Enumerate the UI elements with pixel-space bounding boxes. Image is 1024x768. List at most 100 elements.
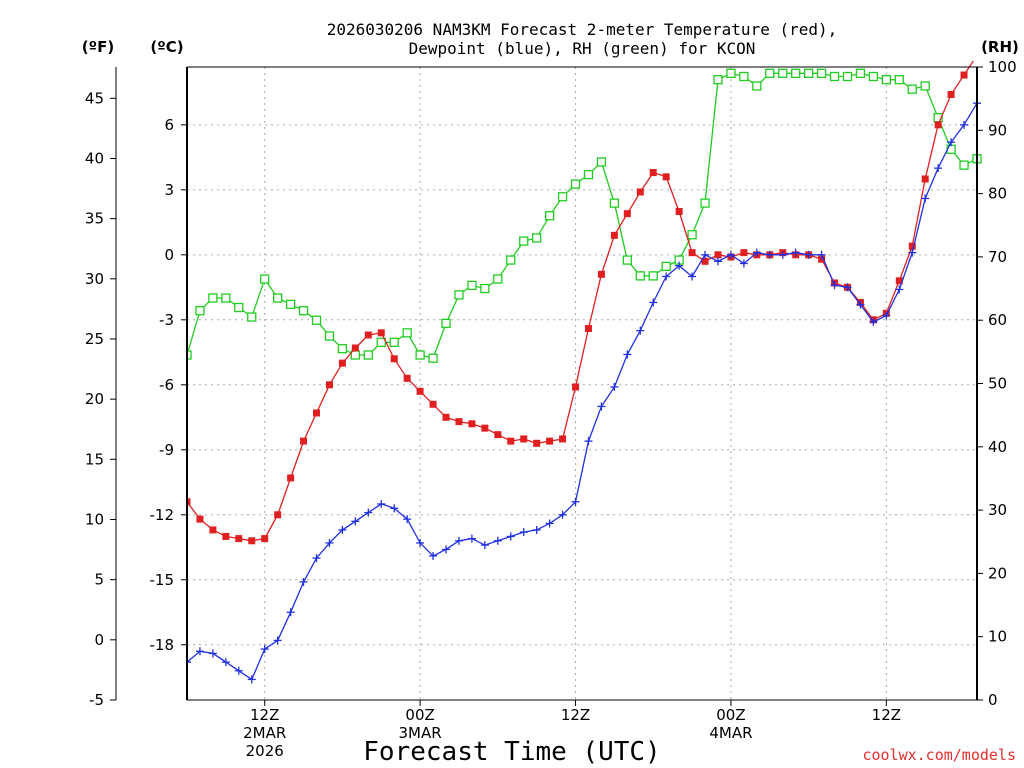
rh-point (363, 350, 373, 360)
rh-point (480, 283, 490, 294)
rh-point (195, 306, 205, 316)
dewpoint-point (908, 248, 917, 257)
rh-point (622, 255, 632, 265)
dewpoint-point (765, 250, 774, 259)
temperature-point (559, 435, 567, 443)
temperature-point (675, 207, 683, 215)
rh-tick-label: 40 (988, 438, 1007, 456)
rh-tick-label: 80 (988, 185, 1007, 203)
rh-point (247, 312, 257, 322)
x-tick-label: 4MAR (709, 724, 752, 742)
temperature-point (442, 413, 450, 421)
rh-point (493, 274, 503, 284)
fahrenheit-tick-label: 40 (85, 149, 104, 167)
celsius-tick-label: -3 (159, 311, 174, 329)
axes (110, 66, 983, 706)
rh-unit-label: (RH) (981, 38, 1019, 56)
fahrenheit-tick-label: 35 (85, 210, 104, 228)
rh-tick-label: 70 (988, 248, 1007, 266)
chart-title-line2: Dewpoint (blue), RH (green) for KCON (409, 39, 756, 58)
dewpoint-point (856, 300, 865, 309)
temperature-point (584, 324, 592, 332)
rh-tick-label: 20 (988, 564, 1007, 582)
temperature-point (533, 439, 541, 447)
rh-point (441, 318, 451, 329)
temperature-point (313, 409, 321, 417)
x-tick-label: 12Z (561, 706, 590, 724)
temperature-point (196, 515, 204, 523)
dewpoint-point (675, 261, 684, 270)
series-line (187, 61, 975, 542)
dewpoint-point (895, 285, 904, 294)
temperature-point (597, 270, 605, 278)
celsius-tick-label: -15 (150, 571, 175, 589)
temperature-point (364, 331, 372, 339)
series-line (187, 102, 978, 681)
dewpoint-point (442, 545, 451, 554)
dewpoint-point (726, 250, 735, 259)
dewpoint-point (260, 645, 269, 654)
rh-point (816, 68, 827, 78)
rh-point (454, 290, 464, 300)
rh-point (298, 306, 309, 316)
temperature-point (520, 435, 528, 443)
temperature-point (287, 474, 295, 482)
dewpoint-point (804, 250, 813, 259)
rh-point (907, 84, 917, 94)
temperature-point (546, 437, 554, 445)
x-axis-label: Forecast Time (UTC) (363, 737, 660, 767)
rh-point (557, 192, 568, 202)
temperature-point (921, 175, 929, 183)
temperature-point (222, 532, 230, 540)
rh-tick-label: 60 (988, 311, 1007, 329)
dewpoint-point (817, 250, 826, 259)
rh-point (661, 261, 671, 272)
temperature-point (688, 249, 696, 257)
dewpoint-point (403, 515, 412, 524)
dewpoint-point (312, 554, 321, 563)
rh-tick-label: 100 (988, 58, 1017, 76)
temperature-point (662, 173, 670, 181)
fahrenheit-tick-label: -5 (89, 691, 104, 709)
chart-title-line1: 2026030206 NAM3KM Forecast 2-meter Tempe… (327, 20, 838, 39)
x-tick-label: 00Z (716, 706, 745, 724)
temperature-point (187, 498, 191, 506)
rh-point (855, 68, 866, 78)
dewpoint-point (364, 508, 373, 517)
rh-point (609, 198, 620, 208)
dewpoint-point (234, 666, 243, 675)
temperature-point (403, 374, 411, 382)
temperature-point (908, 242, 916, 250)
temperature-point (377, 329, 385, 337)
rh-point (791, 68, 801, 78)
rh-point (726, 68, 736, 78)
rh-point (648, 271, 658, 281)
celsius-tick-label: -18 (150, 636, 175, 654)
dewpoint-point (597, 402, 606, 411)
temperature-point (740, 249, 748, 257)
rh-point (260, 274, 270, 284)
dewpoint-point (662, 272, 671, 281)
fahrenheit-tick-label: 0 (94, 631, 104, 649)
dewpoint-point (532, 525, 541, 534)
fahrenheit-tick-label: 20 (85, 390, 104, 408)
temperature-point (572, 383, 580, 391)
celsius-tick-label: 6 (164, 116, 174, 134)
temperature-point (325, 381, 333, 389)
dewpoint-point (791, 248, 800, 257)
rh-point (402, 328, 412, 338)
temperature-point (494, 431, 502, 439)
temperature-point (300, 437, 308, 445)
rh-tick-label: 10 (988, 628, 1007, 646)
rh-point (881, 75, 891, 85)
temperature-point (429, 400, 437, 408)
dewpoint-point (286, 608, 295, 617)
series-1 (187, 99, 981, 684)
temperature-point (610, 231, 618, 239)
credit-text: coolwx.com/models (862, 746, 1016, 764)
temperature-point (947, 91, 955, 99)
rh-point (208, 293, 218, 303)
rh-point (752, 81, 762, 91)
